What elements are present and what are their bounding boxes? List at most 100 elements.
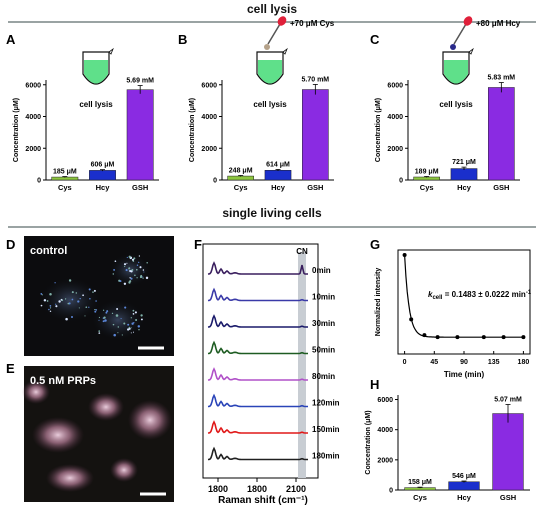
kinetics-marks: 0 45 90 135 180 [402,252,529,366]
speckle [104,319,107,322]
data-label: 185 μM [53,169,77,176]
x-axis-ticks: 1800 1800 2100 [208,478,306,494]
speckle [70,315,74,319]
speckle [113,268,116,271]
speckle [130,327,132,329]
y-axis-label: Concentration (μM) [365,410,372,474]
speckle [111,312,114,315]
speckle [136,268,138,271]
y-tick-label: 6000 [201,82,217,89]
speckle [138,261,140,264]
x-tick-label: GSH [307,183,323,192]
spectrum-label: 10min [312,293,335,302]
speckle [102,309,105,311]
tube-liquid [444,60,468,84]
pipette-bulb-icon [277,16,287,26]
bar [488,87,515,181]
speckle [46,300,49,302]
x-tick-label: GSH [132,183,148,192]
bar [448,481,480,491]
x-tick-label: Cys [58,183,72,192]
y-tick-label: 2000 [201,146,217,153]
data-point [521,335,526,340]
speckle [136,264,139,266]
x-tick-label: 45 [430,359,438,366]
speckle [113,333,116,337]
spectrum-line [207,446,308,461]
speckle [84,315,86,317]
y-axis-label: Normalized intensity [375,268,382,337]
spectrum-line [207,420,308,434]
spectrum-line [207,393,308,408]
y-tick-label: 6000 [387,82,403,89]
cell-blob [22,380,50,404]
x-axis-label: Raman shift (cm⁻¹) [218,495,308,506]
pipette-bulb-icon [463,16,473,26]
cell-glow [110,254,150,286]
data-label: 5.70 mM [302,76,330,83]
speckle [79,297,81,300]
data-label: 606 μM [91,162,115,169]
speckle [137,325,141,328]
panel-letter-d: D [6,237,15,252]
speckle [126,262,128,264]
panel-letter-c: C [370,32,380,47]
speckle [54,282,56,284]
cell-blob [128,400,172,440]
spectrum-label: 180min [312,452,340,461]
bar-chart-c: 0 2000 4000 6000 Concentration (μM) 189 μM Cys… [375,16,521,192]
spectrum-label: 80min [312,372,335,381]
speckle [49,305,52,307]
speckle [88,288,91,291]
x-tick-label: Hcy [457,183,472,192]
panel-letter-b: B [178,32,187,47]
speckle [132,313,135,315]
rate-unit-sup: -1 [526,290,532,296]
panel-letter-e: E [6,361,15,376]
speckle [124,306,127,309]
speckle [128,255,131,258]
panel-letter-f: F [194,237,202,252]
tube-lid-icon [108,47,114,55]
speckle [112,273,115,275]
data-point [501,335,506,340]
x-tick-label: 135 [488,359,500,366]
droplet-icon [264,44,270,50]
spectrum-label: 0min [312,266,331,275]
speckle [75,292,78,294]
addition-label: +80 μM Hcy [476,19,521,28]
bar [302,89,329,181]
data-point [422,333,427,338]
spectrum-line [207,340,308,355]
x-tick-label: Hcy [96,183,111,192]
micrograph-prps-label: 0.5 nM PRPs [30,375,96,387]
section-title-cell-lysis: cell lysis [247,2,297,16]
cn-marker-label: CN [296,247,308,256]
speckle [129,280,132,283]
speckle [138,329,140,331]
tube-label: cell lysis [439,100,473,109]
speckle [68,279,72,282]
speckle [117,326,120,328]
speckle [142,277,144,279]
data-label: 546 μM [452,473,476,480]
speckle [134,274,136,277]
kinetics-chart: 0 45 90 135 180 Normalized intensity Time (m… [375,249,532,379]
droplet-icon [450,44,456,50]
y-axis-label: Concentration (μM) [375,98,382,162]
plot-frame [397,249,531,355]
speckle [61,299,64,302]
bar [89,170,116,181]
bar-chart-b: 0 2000 4000 6000 Concentration (μM) 248 μM Cys… [189,16,335,192]
speckle [55,305,58,308]
speckle [131,269,134,271]
speckle [124,265,126,268]
y-tick-label: 4000 [387,114,403,121]
data-label: 721 μM [452,159,476,166]
cn-band-highlight [298,252,306,478]
rate-sub: cell [432,295,442,301]
bar-chart-a: 0 2000 4000 6000 Concentration (μM) 185 μM Cys… [13,47,159,192]
x-tick-label: 1800 [247,484,267,494]
speckle [49,307,52,309]
cell-blob [88,393,124,421]
